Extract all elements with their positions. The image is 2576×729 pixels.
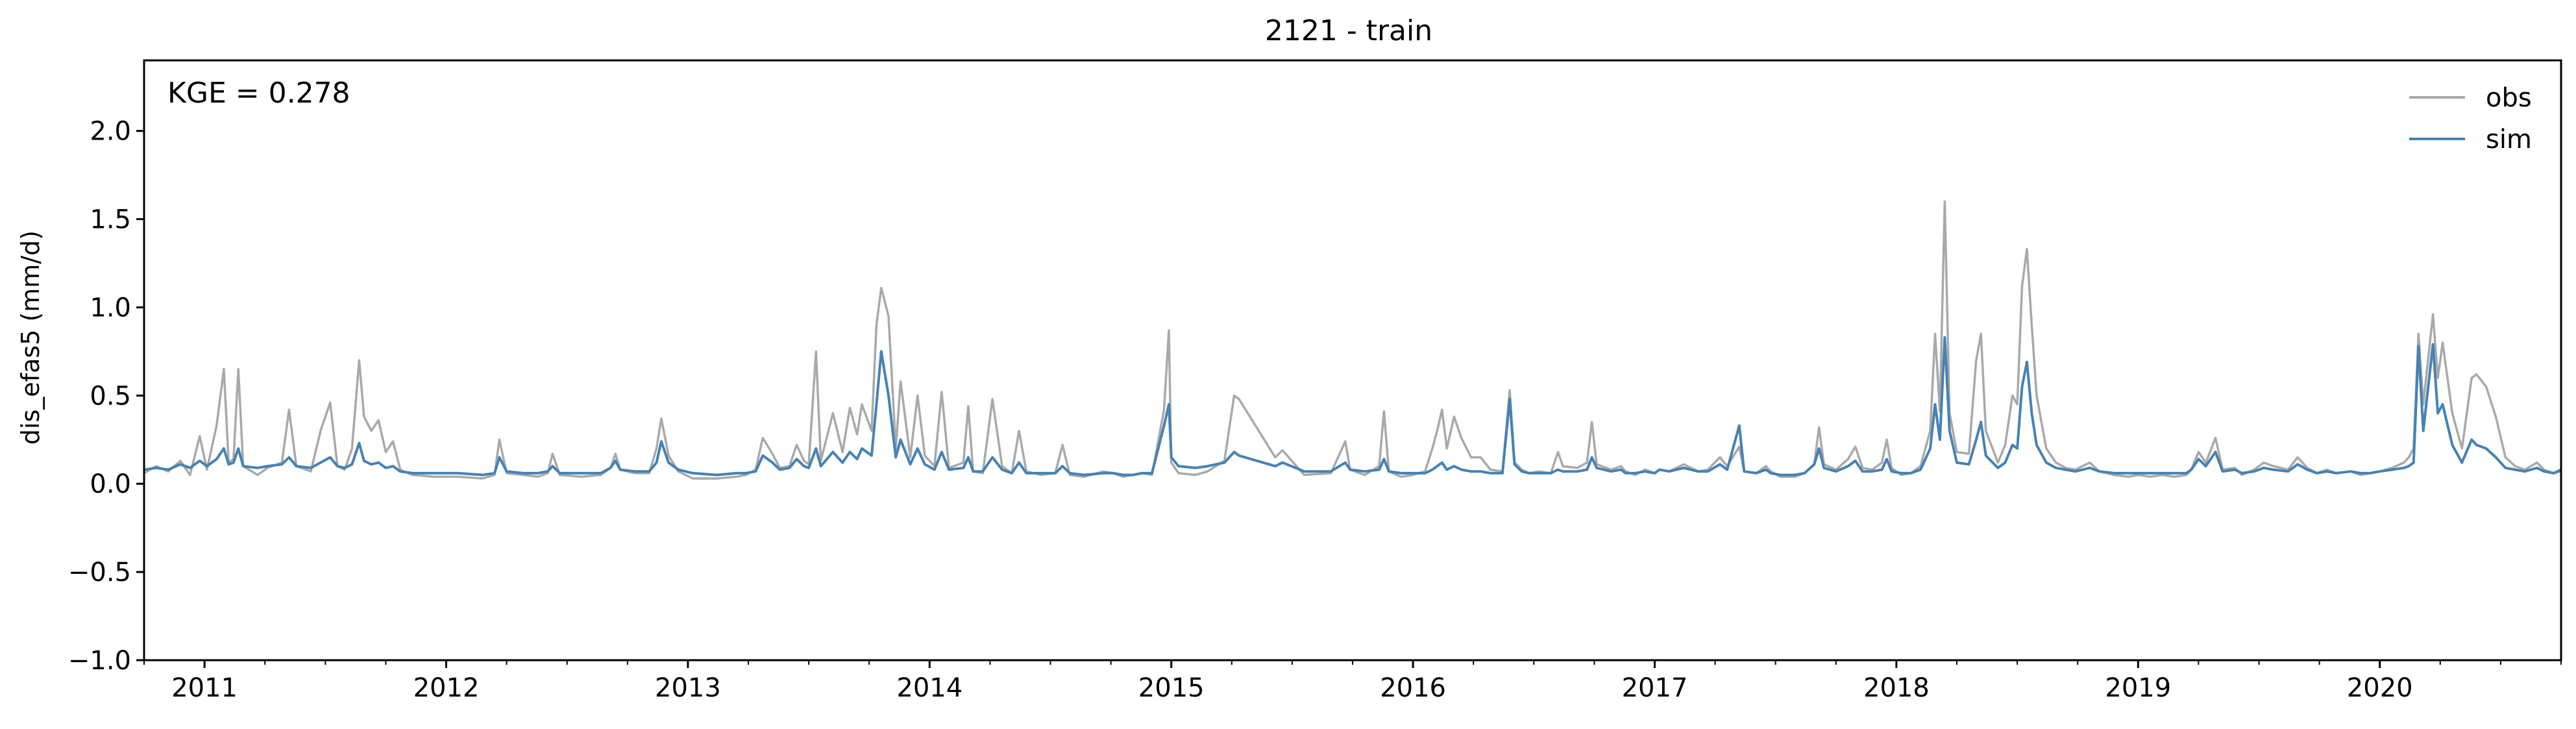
y-axis: −1.0 −0.5 0.0 0.5 1.0 1.5 2.0 <box>68 117 144 676</box>
x-tick-label: 2020 <box>2347 673 2413 703</box>
series-layer <box>143 200 2562 480</box>
y-axis-label: dis_efas5 (mm/d) <box>16 230 45 445</box>
y-tick-label: 1.5 <box>90 205 131 235</box>
legend: obs sim <box>2409 83 2532 154</box>
series-line-sim <box>143 336 2562 476</box>
legend-label-obs: obs <box>2486 83 2532 113</box>
y-tick-label: 2.0 <box>90 117 131 147</box>
x-tick-label: 2015 <box>1138 673 1205 703</box>
x-tick-label: 2018 <box>1863 673 1930 703</box>
y-tick-label: 1.0 <box>90 293 131 323</box>
x-tick-label: 2014 <box>896 673 963 703</box>
x-tick-label: 2016 <box>1380 673 1446 703</box>
x-tick-label: 2013 <box>655 673 721 703</box>
x-tick-label: 2012 <box>413 673 480 703</box>
y-tick-label: 0.5 <box>90 381 131 411</box>
legend-label-sim: sim <box>2486 125 2532 154</box>
y-tick-label: 0.0 <box>90 469 131 499</box>
x-axis: 2011 2012 2013 2014 2015 2016 2017 2018 2019 2020 <box>143 660 2562 703</box>
series-line-obs <box>143 200 2562 480</box>
y-tick-label: −1.0 <box>68 646 131 676</box>
x-tick-label: 2011 <box>171 673 238 703</box>
x-tick-label: 2019 <box>2105 673 2171 703</box>
plot-background <box>144 60 2561 660</box>
y-tick-label: −0.5 <box>68 558 131 587</box>
kge-annotation: KGE = 0.278 <box>167 77 350 110</box>
chart-title: 2121 - train <box>1265 14 1432 47</box>
plot-area <box>143 59 2562 661</box>
x-tick-label: 2017 <box>1622 673 1688 703</box>
